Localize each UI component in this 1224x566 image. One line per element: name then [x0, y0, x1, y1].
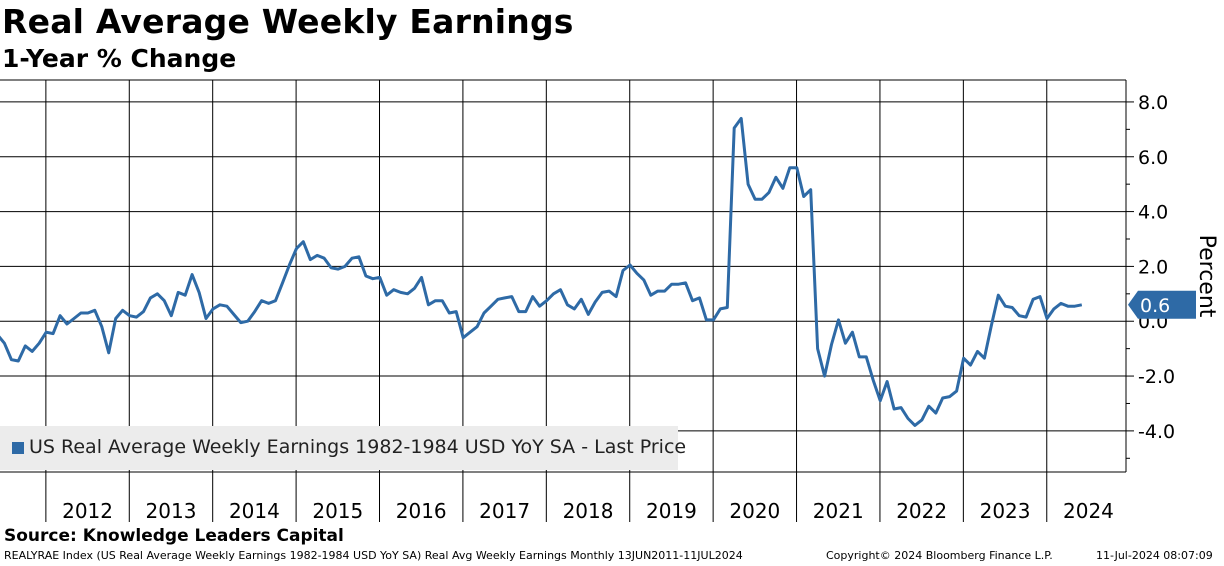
x-year-label: 2015: [312, 499, 363, 523]
x-year-label: 2016: [396, 499, 447, 523]
x-year-label: 2014: [229, 499, 280, 523]
y-tick-label: 2.0: [1138, 256, 1168, 278]
footer-timestamp: 11-Jul-2024 08:07:09: [1096, 549, 1213, 562]
last-value-badge: [1128, 290, 1196, 319]
legend: US Real Average Weekly Earnings 1982-198…: [0, 426, 686, 470]
x-year-label: 2013: [146, 499, 197, 523]
legend-swatch: [12, 442, 24, 454]
x-year-label: 2022: [896, 499, 947, 523]
series-line: [0, 116, 1083, 427]
x-year-label: 2021: [813, 499, 864, 523]
y-tick-label: 6.0: [1138, 147, 1168, 169]
footer-index: REALYRAE Index (US Real Average Weekly E…: [4, 549, 743, 562]
x-year-label: 2017: [479, 499, 530, 523]
x-year-label: 2024: [1063, 499, 1114, 523]
chart-subtitle: 1-Year % Change: [2, 44, 237, 73]
x-year-label: 2019: [646, 499, 697, 523]
x-year-label: 2023: [980, 499, 1031, 523]
y-axis-title: Percent: [1194, 235, 1219, 318]
x-year-label: 2020: [729, 499, 780, 523]
footer-copyright: Copyright© 2024 Bloomberg Finance L.P.: [826, 549, 1053, 562]
last-value-marker: 0.6: [1128, 290, 1196, 319]
series-layer: [0, 116, 1083, 427]
legend-label: US Real Average Weekly Earnings 1982-198…: [29, 436, 687, 458]
x-year-label: 2018: [563, 499, 614, 523]
y-tick-label: -2.0: [1138, 366, 1175, 388]
chart-title: Real Average Weekly Earnings: [2, 2, 574, 41]
y-tick-label: 4.0: [1138, 202, 1168, 224]
y-tick-label: 8.0: [1138, 92, 1168, 114]
source-note: Source: Knowledge Leaders Capital: [4, 526, 344, 546]
last-value-label: 0.6: [1140, 295, 1170, 317]
y-tick-label: -4.0: [1138, 421, 1175, 443]
x-year-label: 2012: [62, 499, 113, 523]
